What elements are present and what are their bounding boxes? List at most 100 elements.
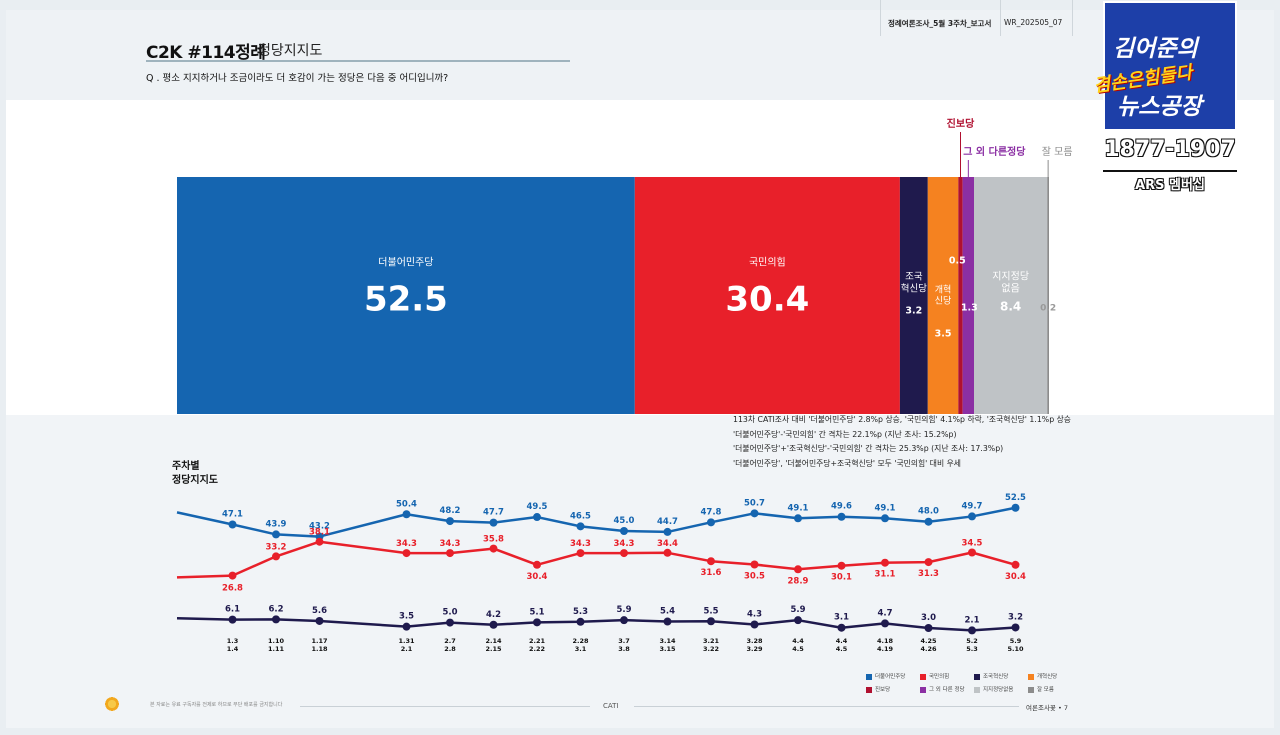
trend-title-line2: 정당지지도 bbox=[172, 475, 218, 486]
data-point bbox=[446, 517, 454, 526]
data-label: 31.3 bbox=[918, 569, 939, 579]
x-tick-label: 3.14 bbox=[659, 637, 676, 645]
data-label: 35.8 bbox=[483, 535, 504, 545]
data-label: 26.8 bbox=[222, 584, 243, 594]
data-label: 48.2 bbox=[440, 506, 461, 516]
news-factory-logo: 김어준의 겸손은힘들다 뉴스공장 bbox=[1092, 1, 1237, 131]
x-tick-label: 4.5 bbox=[836, 645, 848, 653]
data-label: 44.7 bbox=[657, 517, 678, 527]
data-label: 4.3 bbox=[747, 609, 762, 619]
data-point bbox=[794, 514, 802, 523]
segment-value: 3.5 bbox=[935, 329, 952, 340]
bar-segment bbox=[634, 177, 900, 414]
segment-label: 더불어민주당 bbox=[378, 257, 433, 269]
x-tick-label: 3.8 bbox=[618, 645, 630, 653]
note-line: '더불어민주당'-'국민의힘' 간 격차는 22.1%p (지난 조사: 15.… bbox=[733, 429, 957, 439]
data-label: 5.6 bbox=[312, 606, 327, 616]
segment-value: 52.5 bbox=[364, 280, 448, 320]
data-point bbox=[228, 571, 237, 580]
data-label: 47.7 bbox=[483, 508, 504, 518]
logo-background bbox=[1103, 1, 1237, 131]
data-label: 5.1 bbox=[529, 607, 544, 617]
data-point bbox=[272, 552, 280, 561]
data-label: 46.5 bbox=[570, 511, 591, 521]
note-line: '더불어민주당', '더불어민주당+조국혁신당' 모두 '국민의힘' 대비 우세 bbox=[733, 458, 961, 468]
data-point bbox=[924, 624, 933, 632]
segment-value: 0.2 bbox=[1040, 304, 1056, 314]
data-point bbox=[228, 615, 237, 624]
logo-line2: 뉴스공장 bbox=[1117, 94, 1202, 120]
data-label: 38.1 bbox=[309, 528, 330, 538]
legend-label: 진보당 bbox=[875, 687, 891, 693]
data-label: 49.5 bbox=[527, 502, 548, 512]
x-tick-label: 5.9 bbox=[1010, 637, 1022, 645]
note-line: '더불어민주당'+'조국혁신당'-'국민의힘' 간 격차는 25.3%p (지난… bbox=[733, 444, 1004, 453]
data-point bbox=[837, 561, 846, 570]
data-label: 49.6 bbox=[831, 502, 852, 512]
x-tick-label: 3.29 bbox=[746, 645, 763, 653]
data-label: 5.3 bbox=[573, 607, 588, 617]
segment-label: 개혁 bbox=[935, 285, 952, 296]
segment-label: 진보당 bbox=[947, 117, 975, 130]
data-point bbox=[1011, 623, 1020, 632]
footer-page: 여론조사꽃 • 7 bbox=[1026, 704, 1069, 712]
x-tick-label: 2.21 bbox=[529, 637, 546, 645]
x-tick-label: 5.2 bbox=[966, 637, 978, 645]
legend-swatch bbox=[974, 673, 980, 680]
data-point bbox=[794, 616, 802, 625]
data-label: 34.3 bbox=[440, 539, 461, 549]
data-point bbox=[837, 623, 846, 632]
data-point bbox=[402, 549, 411, 558]
data-point bbox=[924, 558, 933, 567]
title-underline bbox=[146, 60, 570, 62]
x-tick-label: 2.22 bbox=[529, 645, 545, 653]
data-label: 34.4 bbox=[657, 539, 678, 549]
x-tick-label: 2.15 bbox=[485, 645, 502, 653]
bar-segment bbox=[177, 177, 635, 414]
data-point bbox=[968, 548, 976, 557]
bar-segment bbox=[899, 177, 928, 414]
x-tick-label: 1.11 bbox=[268, 645, 285, 653]
legend-swatch bbox=[920, 673, 926, 680]
data-point bbox=[315, 537, 324, 546]
segment-label: 조국 bbox=[905, 272, 923, 283]
data-point bbox=[1011, 560, 1020, 569]
header-divider bbox=[1000, 0, 1001, 36]
x-tick-label: 3.28 bbox=[746, 637, 763, 645]
footer-line bbox=[634, 706, 1019, 707]
data-label: 34.3 bbox=[396, 539, 417, 549]
footer-line bbox=[300, 706, 590, 707]
data-point bbox=[489, 544, 498, 553]
x-tick-label: 3.7 bbox=[618, 637, 630, 645]
x-tick-label: 5.10 bbox=[1007, 645, 1024, 653]
data-label: 49.1 bbox=[875, 503, 896, 513]
data-point bbox=[881, 558, 889, 567]
data-point bbox=[794, 565, 802, 574]
legend-item: 진보당 bbox=[866, 685, 890, 693]
data-point bbox=[620, 549, 628, 558]
data-point bbox=[620, 616, 628, 625]
survey-question: Q . 평소 지지하거나 조금이라도 더 호감이 가는 정당은 다음 중 어디입… bbox=[146, 73, 449, 84]
x-tick-label: 2.7 bbox=[444, 637, 456, 645]
legend-item: 개혁신당 bbox=[1028, 672, 1057, 680]
segment-value: 0.5 bbox=[949, 256, 966, 267]
data-point bbox=[968, 626, 976, 635]
data-point bbox=[968, 512, 976, 521]
x-tick-label: 4.19 bbox=[877, 645, 894, 653]
report-name: 정례여론조사_5월 3주차_보고서 bbox=[888, 19, 992, 28]
x-tick-label: 1.10 bbox=[268, 637, 285, 645]
data-label: 2.1 bbox=[964, 615, 979, 625]
data-point bbox=[576, 549, 585, 558]
data-point bbox=[489, 620, 498, 629]
data-point bbox=[750, 509, 759, 518]
legend-swatch bbox=[1028, 673, 1034, 680]
data-point bbox=[663, 527, 672, 536]
data-label: 45.0 bbox=[614, 516, 635, 526]
data-point bbox=[663, 617, 672, 626]
legend-label: 조국혁신당 bbox=[983, 674, 1009, 680]
data-point bbox=[881, 514, 889, 523]
data-label: 43.2 bbox=[309, 522, 330, 532]
page-title: C2K #114정례 bbox=[146, 43, 266, 63]
x-tick-label: 3.22 bbox=[703, 645, 719, 653]
